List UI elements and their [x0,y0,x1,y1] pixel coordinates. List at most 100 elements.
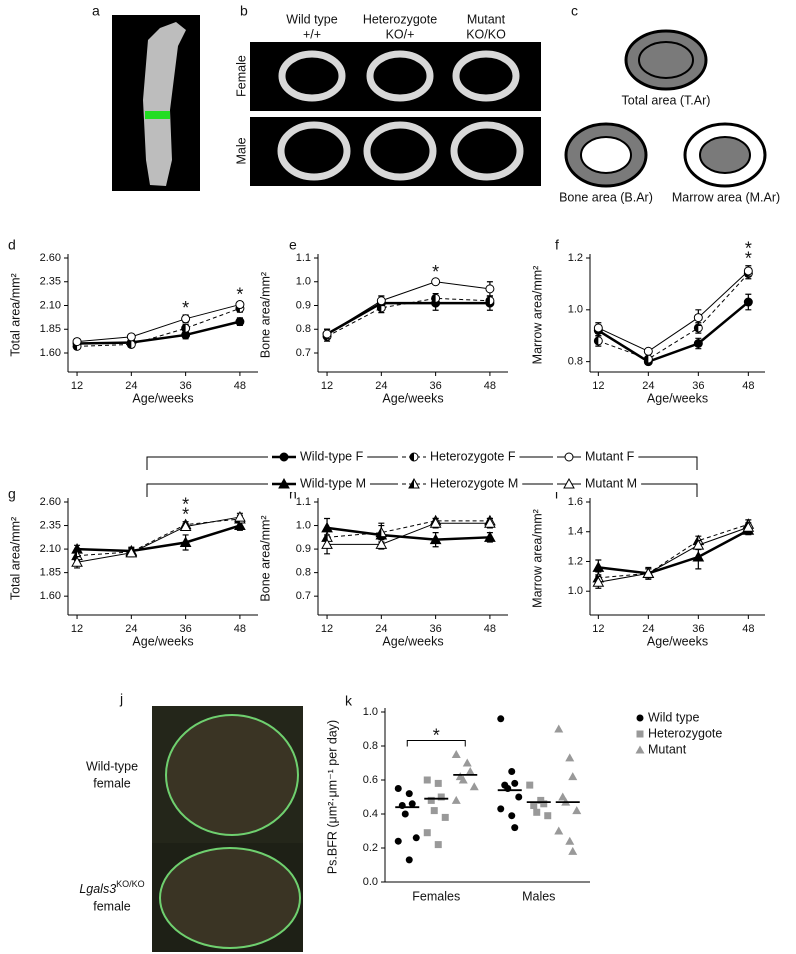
series-line [327,522,490,545]
y-tick-label: 0.4 [363,808,378,820]
point [434,779,442,787]
y-axis-title: Marrow area/mm² [530,266,544,365]
femur-shape [143,22,186,186]
series-line [77,304,241,343]
marker-shape [429,533,442,545]
marker-half [431,294,436,303]
y-tick-label: 0.0 [363,876,378,888]
y-axis-title: Bone area/mm² [258,272,272,358]
legend-marker [636,714,644,722]
legend-bg [553,449,639,465]
point [401,810,409,818]
legend-bg [398,476,523,492]
marker-shape [593,323,603,333]
marker-shape [742,521,755,532]
legend-bg [398,449,520,465]
legend-label: Wild type [648,710,699,724]
marker [692,539,705,550]
y-tick-label: 1.2 [568,252,583,264]
x-axis-title: Age/weeks [382,391,443,405]
y-tick-label: 2.60 [40,496,61,508]
marker-shape [235,300,245,310]
legend-marker [563,477,575,489]
marker-shape [485,284,495,294]
diagram-label: Marrow area (M.Ar) [672,190,780,204]
marker [375,526,388,538]
marker [592,576,605,587]
x-tick-label: 12 [71,380,83,392]
marker-shape [431,277,441,287]
series-line [598,526,749,583]
x-tick-label: 36 [179,623,191,635]
point [405,856,413,864]
x-tick-label: 36 [179,380,191,392]
sex-label: Male [234,137,248,164]
marker-shape [592,576,605,587]
genotype-superscript: KO/KO [116,879,145,889]
marker-shape [692,550,705,562]
marker-shape [484,531,496,542]
marker-shape [322,329,332,339]
series-line [598,273,749,360]
legend-bg [268,449,368,465]
panel-label: e [289,237,297,253]
ct-sections [277,50,524,181]
panel-label: k [345,693,353,709]
point [430,807,438,815]
marker-shape [126,332,136,342]
x-axis-title: Age/weeks [382,634,443,648]
series-line [76,516,240,563]
marker-shape [429,517,442,528]
marker [181,314,191,324]
genotype-name: Heterozygote [363,12,437,26]
legend-label: Wild-type F [300,449,364,463]
y-tick-label: 0.6 [363,774,378,786]
marker [429,533,442,545]
significance-star: * [182,505,189,525]
genotype-code: KO/KO [466,27,506,41]
x-tick-label: Females [412,889,460,903]
legend-bg [553,476,642,492]
point [394,785,402,792]
point [451,795,461,804]
marker [642,567,655,578]
image-label: Lgals3KO/KO [79,879,144,896]
y-tick-label: 1.85 [40,567,61,579]
marker [234,519,246,531]
genotype-code: KO/+ [386,27,415,41]
point [526,781,534,789]
legend-label: Heterozygote F [430,449,516,463]
y-tick-label: 1.85 [40,323,61,335]
gene-name: Lgals3 [79,882,116,896]
y-tick-label: 2.60 [40,252,61,264]
point [427,796,435,804]
marker [322,329,332,339]
legend-marker [564,452,574,462]
y-axis-title: Total area/mm² [8,273,22,356]
point [434,841,442,849]
y-tick-label: 1.0 [296,276,311,288]
y-tick-label: 1.0 [363,706,378,718]
marker [125,546,138,558]
significance-star: * [432,262,439,282]
series-line [326,526,490,541]
marker-shape [179,536,192,547]
marker-shape [72,337,82,347]
marker [485,296,495,306]
marker-shape [234,511,246,522]
marker [693,313,703,323]
marker [484,531,496,542]
marker-shape [181,314,191,324]
x-tick-label: 48 [484,623,496,635]
marker [643,354,653,364]
marker-shape [693,339,703,348]
image-label: female [93,776,131,790]
marker-half [410,453,414,461]
marker-shape [234,519,246,531]
marker-shape [563,477,575,489]
y-tick-label: 1.2 [568,555,583,567]
legend-marker [279,452,289,462]
marker [321,538,333,549]
marker-shape [376,296,386,306]
